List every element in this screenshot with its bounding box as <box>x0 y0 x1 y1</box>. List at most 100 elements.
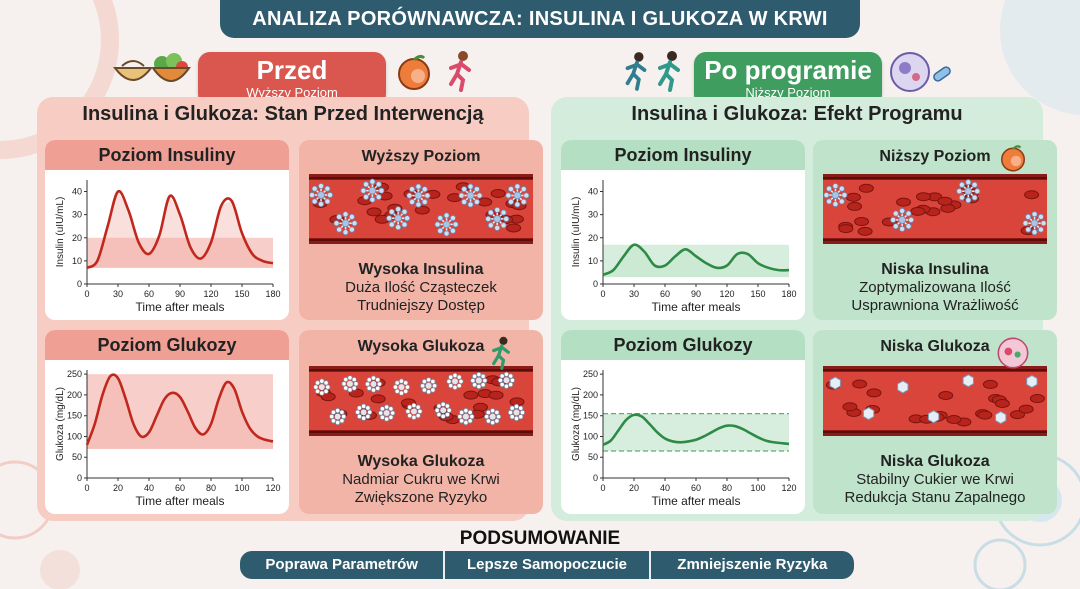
molecule-node <box>1031 229 1038 236</box>
after-insulin-chart: 0 10 20 30 40 0 30 60 90 120 150 180 Time after meal… <box>571 180 797 314</box>
molecule-node <box>379 414 386 420</box>
molecule-node <box>463 408 469 414</box>
x-tick-label: 80 <box>206 483 216 493</box>
after-panel: Insulina i Glukoza: Efekt Programu Pozio… <box>551 97 1057 521</box>
red-blood-cell <box>857 226 873 236</box>
molecule-node <box>424 192 431 199</box>
molecule-node <box>394 380 400 386</box>
after-glucose-chart-title: Poziom Glukozy <box>561 330 805 360</box>
molecule-node <box>384 404 390 410</box>
before-glucose-line3: Zwiększone Ryzyko <box>354 489 488 506</box>
after-sublabel: Niższy Poziom <box>745 85 831 100</box>
molecule-node <box>333 220 340 227</box>
molecule-node <box>384 416 390 422</box>
molecule-node <box>965 197 972 204</box>
molecule-node <box>473 198 480 205</box>
y-tick-label: 0 <box>593 279 598 289</box>
x-tick-label: 90 <box>691 289 701 299</box>
molecule-core <box>414 191 423 200</box>
molecule-node <box>348 213 355 220</box>
molecule-node <box>1037 213 1044 220</box>
molecule-node <box>480 373 486 379</box>
molecule-core <box>398 384 405 391</box>
molecule-node <box>417 408 423 415</box>
before-glucose-card-title: Wysoka Glukoza <box>357 338 485 355</box>
molecule-node <box>494 409 500 416</box>
molecule-node <box>361 415 367 421</box>
x-tick-label: 80 <box>722 483 732 493</box>
molecule-node <box>485 418 491 424</box>
molecule-node <box>476 383 482 390</box>
molecule-node <box>497 377 504 383</box>
red-blood-cell <box>977 410 993 420</box>
glucose-molecule <box>470 371 488 390</box>
y-tick-label: 10 <box>72 256 82 266</box>
before-insulin-line2: Duża Ilość Cząsteczek <box>345 279 497 296</box>
molecule-node <box>434 407 440 413</box>
red-blood-cell <box>866 388 882 398</box>
molecule-node <box>823 192 830 199</box>
molecule-node <box>487 209 494 216</box>
red-blood-cell <box>854 217 870 227</box>
molecule-node <box>494 206 501 213</box>
before-glucose-line2: Nadmiar Cukru we Krwi <box>342 471 500 488</box>
x-tick-label: 60 <box>175 483 185 493</box>
molecule-core <box>370 381 377 388</box>
red-blood-cell <box>915 192 931 202</box>
summary-bar: Poprawa Parametrów Lepsze Samopoczucie Z… <box>240 551 854 579</box>
before-insulin-card-title: Wyższy Poziom <box>361 148 481 165</box>
molecule-node <box>432 383 438 389</box>
molecule-node <box>319 390 325 396</box>
molecule-core <box>898 215 907 224</box>
glucose-molecule <box>420 377 438 395</box>
pill-icon <box>933 66 951 82</box>
molecule-node <box>1025 213 1032 220</box>
molecule-node <box>832 183 839 190</box>
molecule-node <box>336 226 343 233</box>
molecule-node <box>494 224 501 231</box>
molecule-node <box>409 198 416 205</box>
molecule-core <box>513 409 520 416</box>
glucose-hexagon <box>962 374 974 388</box>
molecule-node <box>514 183 521 190</box>
before-insulin-chart-card: Poziom Insuliny 0 10 20 30 40 0 30 60 90 120 150 18… <box>45 140 289 320</box>
reference-band <box>603 413 789 451</box>
x-tick-label: 120 <box>265 483 280 493</box>
summary-title: PODSUMOWANIE <box>459 528 621 549</box>
before-glucose-line1: Wysoka Glukoza <box>357 453 485 470</box>
y-axis-label: Insulin (uIU/mL) <box>55 197 66 268</box>
molecule-core <box>317 191 325 199</box>
molecule-node <box>343 376 349 383</box>
red-blood-cell <box>994 398 1010 408</box>
x-tick-label: 120 <box>719 289 734 299</box>
red-blood-cell <box>1029 394 1045 404</box>
molecule-node <box>444 403 451 409</box>
x-tick-label: 0 <box>84 289 89 299</box>
molecule-node <box>323 380 329 386</box>
molecule-node <box>905 210 912 217</box>
molecule-node <box>420 383 426 389</box>
molecule-node <box>508 198 515 205</box>
molecule-core <box>425 382 432 389</box>
blood-vessel-insulin-illustration <box>309 174 533 244</box>
molecule-core <box>493 215 502 223</box>
summary-item: Poprawa Parametrów <box>240 551 446 579</box>
reference-band <box>87 237 273 268</box>
after-panel-title: Insulina i Glukoza: Efekt Programu <box>631 103 963 125</box>
molecule-node <box>388 221 395 228</box>
molecule-node <box>899 207 906 214</box>
molecule-node <box>375 194 382 201</box>
molecule-node <box>319 378 325 384</box>
red-blood-cell <box>982 379 998 389</box>
molecule-node <box>485 409 491 416</box>
molecule-node <box>974 188 981 195</box>
molecule-node <box>519 409 526 416</box>
after-insulin-line3: Usprawniona Wrażliwość <box>851 297 1019 314</box>
molecule-node <box>956 188 963 195</box>
molecule-node <box>503 371 510 377</box>
molecule-node <box>314 380 321 386</box>
molecule-node <box>365 413 371 420</box>
molecule-node <box>366 385 372 391</box>
before-glucose-card: Wysoka Glukoza Wysoka Glukoza Nadmiar Cu… <box>299 330 543 514</box>
red-blood-cell <box>858 183 874 193</box>
